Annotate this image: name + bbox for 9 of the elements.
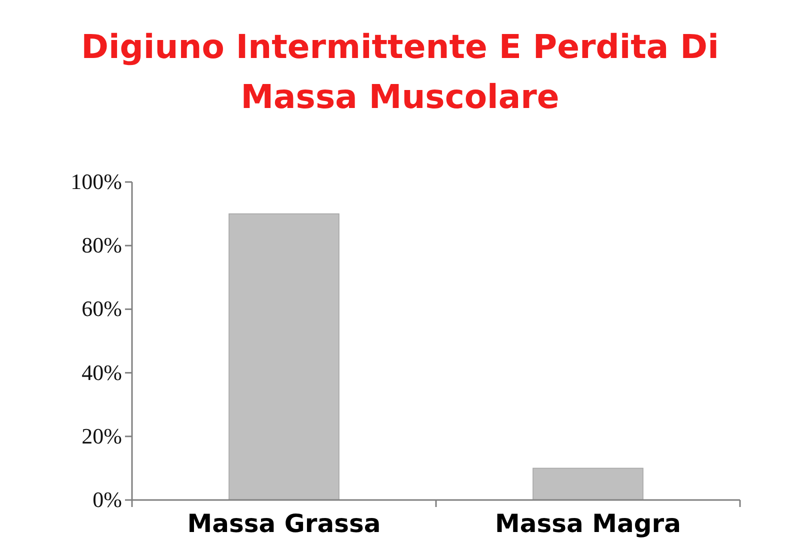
y-tick-label: 20% [82, 423, 122, 448]
y-tick-label: 0% [92, 487, 122, 512]
y-tick-label: 100% [70, 169, 122, 194]
chart-title: Digiuno Intermittente E Perdita Di Massa Muscolare [81, 27, 719, 116]
x-tick-label: Massa Magra [495, 508, 681, 538]
y-tick-label: 60% [82, 296, 122, 322]
y-tick-label: 80% [82, 232, 122, 258]
y-tick-label: 40% [82, 360, 122, 385]
x-tick-label: Massa Grassa [187, 508, 381, 538]
